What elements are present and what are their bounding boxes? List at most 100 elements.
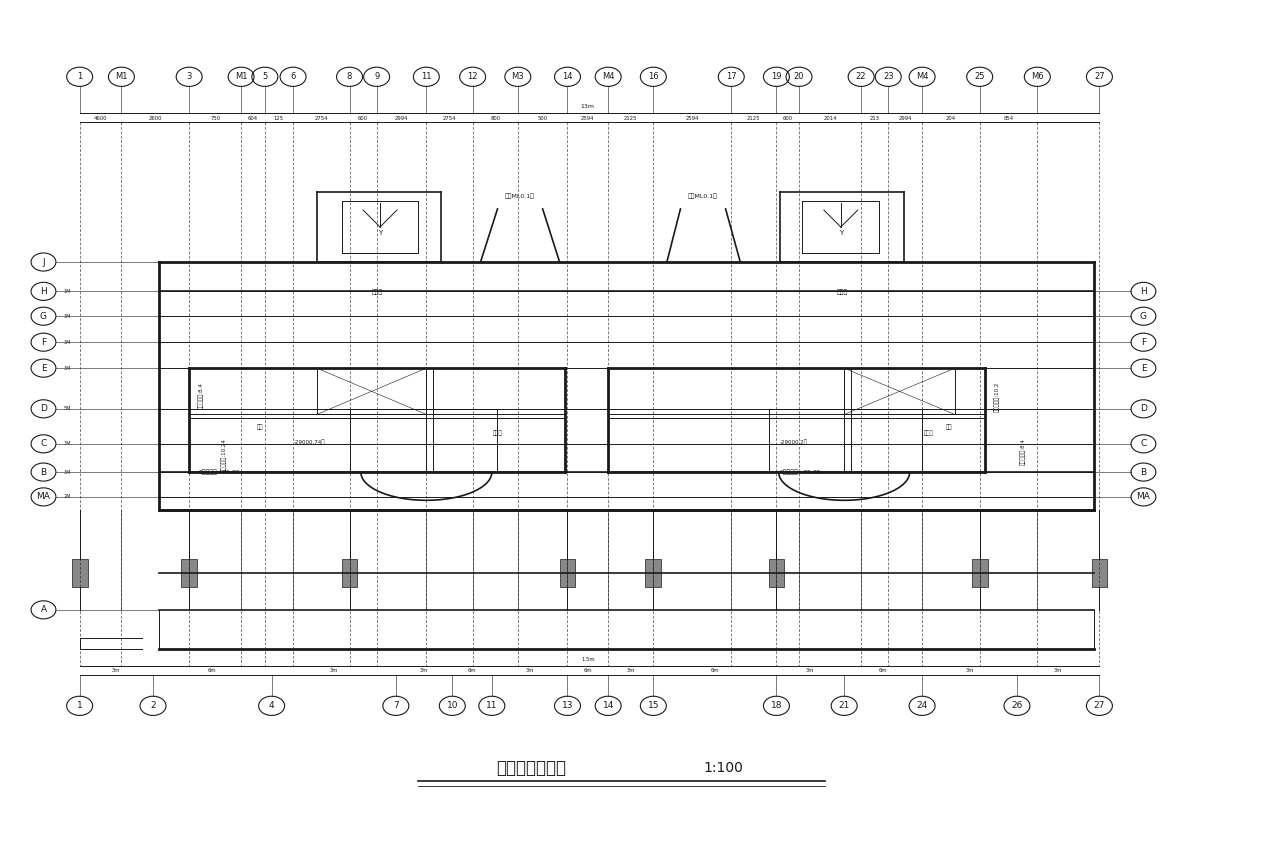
Text: 3M: 3M — [63, 469, 71, 474]
Text: M6: M6 — [1031, 72, 1043, 81]
Bar — [972, 559, 987, 587]
Text: G: G — [1139, 312, 1147, 321]
Text: 800: 800 — [490, 116, 500, 121]
Text: F: F — [41, 338, 46, 346]
Text: M1: M1 — [235, 72, 247, 81]
Text: 楼梯住: 楼梯住 — [837, 289, 847, 295]
Text: 1: 1 — [77, 72, 82, 81]
Text: 750: 750 — [210, 116, 220, 121]
Text: 6: 6 — [290, 72, 296, 81]
Text: E: E — [41, 363, 47, 373]
Text: 2994: 2994 — [395, 116, 408, 121]
Text: 854: 854 — [1004, 116, 1014, 121]
Text: 6m: 6m — [710, 668, 719, 673]
Text: -29000.2标: -29000.2标 — [780, 440, 808, 445]
Text: 3M: 3M — [63, 340, 71, 345]
Text: 3m: 3m — [329, 668, 338, 673]
Text: 坐标ML0.1坡: 坐标ML0.1坡 — [689, 193, 718, 199]
Text: 19: 19 — [771, 72, 781, 81]
Text: 2M: 2M — [63, 495, 71, 500]
Text: 4600: 4600 — [94, 116, 108, 121]
Text: D: D — [1139, 404, 1147, 413]
Text: 125: 125 — [273, 116, 284, 121]
Text: 204: 204 — [946, 116, 956, 121]
Text: 9: 9 — [373, 72, 380, 81]
Text: D: D — [41, 404, 47, 413]
Text: 2014: 2014 — [823, 116, 837, 121]
Bar — [768, 559, 785, 587]
Text: MA: MA — [1137, 492, 1151, 501]
Text: 3M: 3M — [63, 366, 71, 371]
Text: 213: 213 — [870, 116, 880, 121]
Text: 1:100: 1:100 — [704, 761, 743, 775]
Text: 3M: 3M — [63, 289, 71, 294]
Text: 13m: 13m — [581, 103, 595, 108]
Text: 15: 15 — [648, 701, 660, 711]
Text: Y: Y — [838, 230, 843, 235]
Text: 27: 27 — [1094, 701, 1105, 711]
Text: 2: 2 — [151, 701, 156, 711]
Text: 8: 8 — [347, 72, 352, 81]
Text: 楼梯住: 楼梯住 — [372, 289, 384, 295]
Text: 3m: 3m — [113, 668, 120, 673]
Text: 600: 600 — [782, 116, 793, 121]
Text: Y: Y — [379, 230, 382, 235]
Text: -29000.74标: -29000.74标 — [294, 440, 325, 445]
Text: 单元配电间:8.4: 单元配电间:8.4 — [1020, 438, 1025, 465]
Text: 6m: 6m — [879, 668, 887, 673]
Text: 3m: 3m — [965, 668, 974, 673]
Text: 26: 26 — [1012, 701, 1023, 711]
Text: 25: 25 — [975, 72, 985, 81]
Text: 23: 23 — [882, 72, 894, 81]
Text: 3M: 3M — [63, 441, 71, 446]
Text: S住宅主楼=75.85: S住宅主楼=75.85 — [780, 470, 822, 475]
Text: 水泵: 水泵 — [257, 424, 263, 430]
Text: 21: 21 — [838, 701, 849, 711]
Text: 24: 24 — [917, 701, 928, 711]
Text: 3m: 3m — [420, 668, 428, 673]
Text: 10: 10 — [447, 701, 458, 711]
Text: 6m: 6m — [584, 668, 592, 673]
Text: B: B — [41, 468, 47, 477]
Text: M3: M3 — [511, 72, 524, 81]
Text: 6m: 6m — [467, 668, 476, 673]
Text: 2594: 2594 — [686, 116, 699, 121]
Text: MA: MA — [37, 492, 51, 501]
Bar — [72, 559, 87, 587]
Text: S住宅主楼=75.85: S住宅主楼=75.85 — [199, 470, 241, 475]
Text: 16: 16 — [648, 72, 658, 81]
Text: M1: M1 — [115, 72, 128, 81]
Text: 6m: 6m — [208, 668, 216, 673]
Text: 2754: 2754 — [314, 116, 328, 121]
Text: A: A — [41, 606, 47, 614]
Text: 17: 17 — [725, 72, 737, 81]
Text: 27: 27 — [1094, 72, 1105, 81]
Text: M4: M4 — [915, 72, 928, 81]
Text: 4: 4 — [268, 701, 275, 711]
Text: 5M: 5M — [63, 407, 71, 412]
Text: 水泵: 水泵 — [946, 424, 952, 430]
Bar — [1091, 559, 1108, 587]
Bar — [342, 559, 357, 587]
Text: 3m: 3m — [1053, 668, 1062, 673]
Text: H: H — [41, 287, 47, 296]
Text: 1: 1 — [77, 701, 82, 711]
Text: 3m: 3m — [525, 668, 534, 673]
Text: 配电室: 配电室 — [492, 430, 503, 436]
Text: C: C — [1141, 440, 1147, 448]
Text: 3M: 3M — [63, 313, 71, 318]
Text: G: G — [41, 312, 47, 321]
Bar — [646, 559, 661, 587]
Text: 2125: 2125 — [624, 116, 638, 121]
Bar — [560, 559, 576, 587]
Text: 2125: 2125 — [747, 116, 761, 121]
Text: 14: 14 — [562, 72, 572, 81]
Text: 5: 5 — [262, 72, 267, 81]
Text: E: E — [1141, 363, 1146, 373]
Text: 2994: 2994 — [899, 116, 912, 121]
Text: 单元配电间:10.24: 单元配电间:10.24 — [220, 438, 227, 472]
Text: M4: M4 — [601, 72, 614, 81]
Text: 坐标ML0.1坡: 坐标ML0.1坡 — [505, 193, 536, 199]
Text: 1.5m: 1.5m — [581, 656, 595, 662]
Text: 2594: 2594 — [581, 116, 595, 121]
